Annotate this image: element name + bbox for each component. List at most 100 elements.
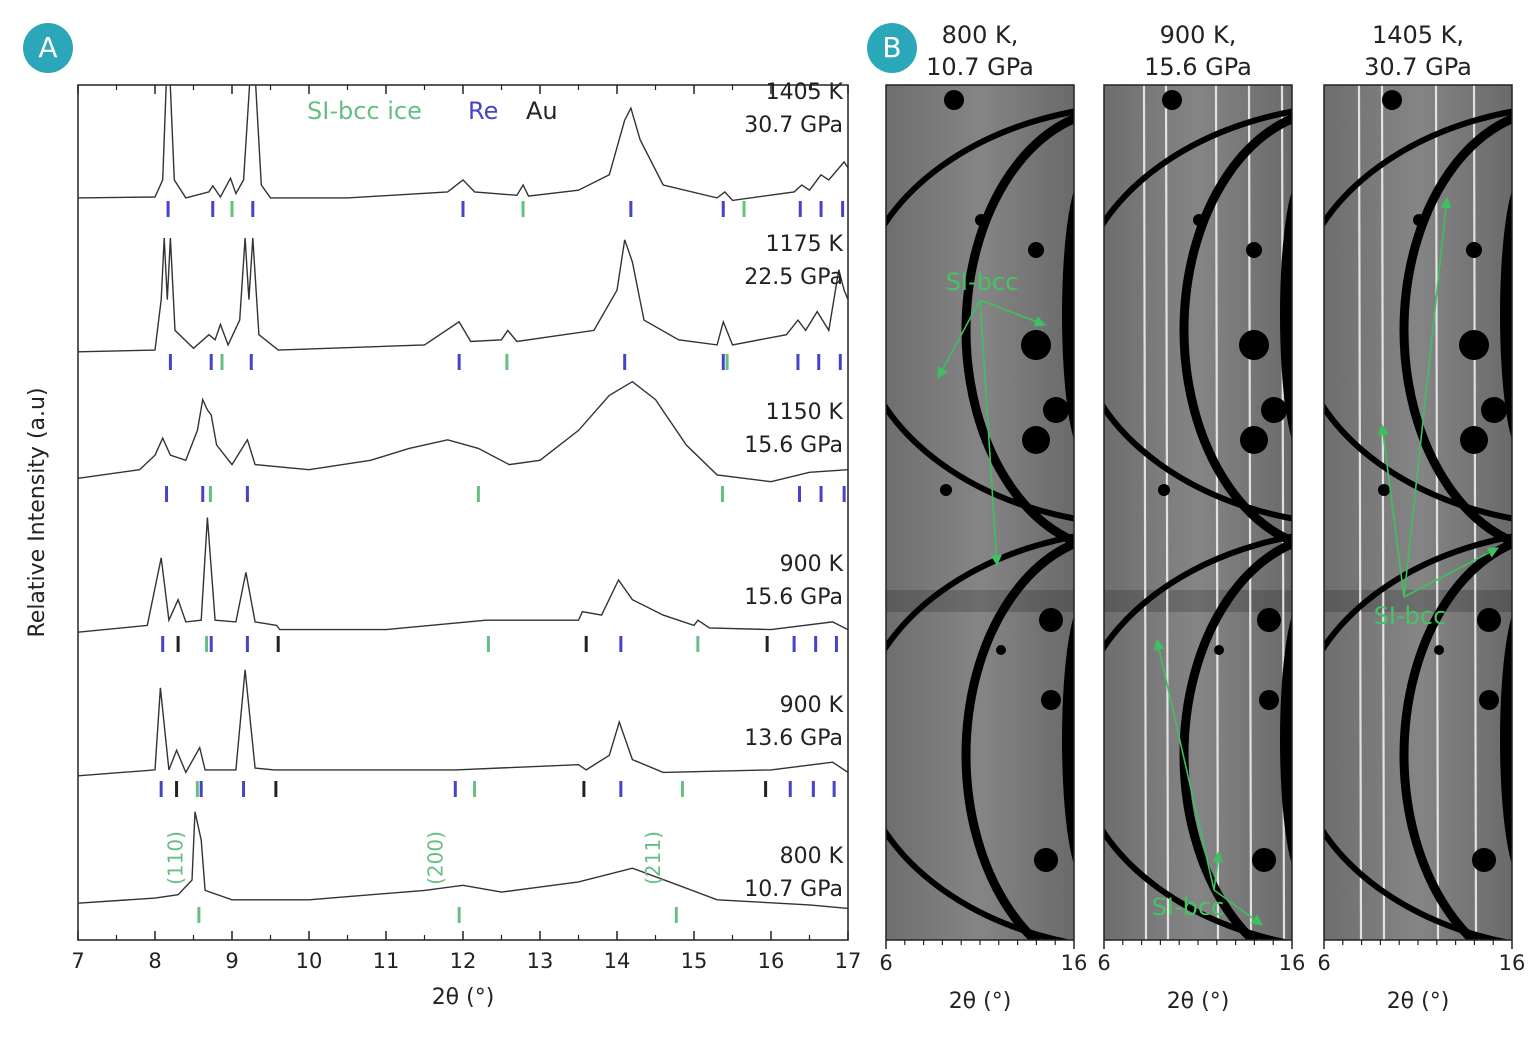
- shadow-arc: [961, 113, 1074, 547]
- x-tick-label: 9: [225, 949, 238, 973]
- image-title: 30.7 GPa: [1364, 53, 1472, 81]
- image-title: 800 K,: [942, 21, 1019, 49]
- beamstop-blob: [1028, 242, 1044, 258]
- edge-shadow: [1062, 190, 1074, 440]
- edge-shadow: [1500, 615, 1512, 865]
- diffraction-curve: [78, 380, 848, 483]
- temperature-label: 1175 K: [766, 232, 844, 257]
- beamstop-blob: [1257, 608, 1281, 632]
- detector-band: [1104, 590, 1292, 612]
- diffraction-curve: [78, 669, 848, 777]
- temperature-label: 1150 K: [766, 400, 844, 425]
- beamstop-blob: [1034, 848, 1058, 872]
- beamstop-blob: [1460, 426, 1488, 454]
- image-title: 15.6 GPa: [1144, 53, 1252, 81]
- annotation-arrow: [1403, 196, 1452, 598]
- miller-index: (200): [424, 831, 448, 885]
- beamstop-blob: [1246, 242, 1262, 258]
- beamstop-blob: [944, 90, 964, 110]
- beamstop-blob: [1479, 690, 1499, 710]
- beamstop-blob: [1240, 426, 1268, 454]
- annotation-arrow: [1212, 850, 1224, 891]
- beamstop-blob: [1162, 90, 1182, 110]
- edge-shadow: [1280, 615, 1292, 865]
- x-tick-label: 6: [879, 951, 892, 975]
- detector-band: [886, 590, 1074, 612]
- temperature-label: 800 K: [780, 844, 844, 869]
- detector-image: [1104, 85, 1292, 940]
- miller-index: (211): [641, 831, 665, 885]
- beamstop-blob: [1466, 242, 1482, 258]
- beamstop-blob: [1158, 484, 1170, 496]
- legend-entry: Au: [526, 97, 558, 125]
- shadow-arc: [1179, 113, 1292, 547]
- beamstop-blob: [1252, 848, 1276, 872]
- panel-label: B: [882, 31, 901, 64]
- panel-badge: [23, 23, 73, 73]
- diffraction-curve: [78, 517, 848, 633]
- diffraction-curve: [78, 85, 848, 202]
- powder-line: [1357, 85, 1363, 940]
- detector-image: [1324, 85, 1512, 940]
- annotation-arrow: [1153, 638, 1215, 891]
- beamstop-blob: [1378, 484, 1390, 496]
- pressure-label: 10.7 GPa: [744, 877, 843, 902]
- beamstop-blob: [1043, 397, 1069, 423]
- pressure-label: 30.7 GPa: [744, 113, 843, 138]
- legend-entry: Re: [468, 97, 498, 125]
- x-tick-label: 10: [296, 949, 323, 973]
- beamstop-blob: [1434, 645, 1444, 655]
- x-axis-label: 2θ (°): [432, 985, 495, 1010]
- x-tick-label: 12: [450, 949, 477, 973]
- pressure-label: 15.6 GPa: [744, 433, 843, 458]
- edge-shadow: [1062, 615, 1074, 865]
- beamstop-blob: [1413, 214, 1425, 226]
- shadow-arc: [961, 538, 1074, 940]
- x-tick-label: 6: [1097, 951, 1110, 975]
- legend-entry: SI-bcc ice: [307, 97, 422, 125]
- temperature-label: 900 K: [780, 552, 844, 577]
- annotation-arrow: [1377, 423, 1405, 598]
- annotation-arrow: [937, 299, 981, 379]
- powder-line: [1164, 85, 1170, 940]
- x-axis-label: 2θ (°): [1387, 989, 1450, 1014]
- shadow-arc: [1399, 113, 1512, 547]
- image-title: 10.7 GPa: [926, 53, 1034, 81]
- beamstop-blob: [1039, 608, 1063, 632]
- powder-line: [1380, 85, 1386, 940]
- annotation: SI-bcc: [946, 268, 1019, 296]
- image-title: 900 K,: [1160, 21, 1237, 49]
- beamstop-blob: [1259, 690, 1279, 710]
- pressure-label: 13.6 GPa: [744, 726, 843, 751]
- annotation-arrow: [1213, 889, 1263, 926]
- image-title: 1405 K,: [1372, 21, 1464, 49]
- x-axis-label: 2θ (°): [949, 989, 1012, 1014]
- panel-label: A: [38, 31, 57, 64]
- edge-shadow: [1500, 190, 1512, 440]
- x-tick-label: 16: [1279, 951, 1306, 975]
- beamstop-blob: [1261, 397, 1287, 423]
- powder-line: [1142, 85, 1148, 940]
- beamstop-blob: [1481, 397, 1507, 423]
- shadow-arc: [1399, 538, 1512, 940]
- beamstop-blob: [1214, 645, 1224, 655]
- powder-line: [1434, 85, 1440, 940]
- beamstop-blob: [1239, 330, 1269, 360]
- x-tick-label: 14: [604, 949, 631, 973]
- beamstop-blob: [1021, 330, 1051, 360]
- temperature-label: 1405 K: [766, 80, 844, 105]
- x-axis-label: 2θ (°): [1167, 989, 1230, 1014]
- diffraction-curve: [78, 811, 848, 910]
- annotation-arrow: [1403, 547, 1499, 598]
- x-tick-label: 13: [527, 949, 554, 973]
- pressure-label: 15.6 GPa: [744, 585, 843, 610]
- beamstop-blob: [1477, 608, 1501, 632]
- diffraction-curve: [78, 237, 848, 353]
- x-tick-label: 16: [758, 949, 785, 973]
- beamstop-blob: [1022, 426, 1050, 454]
- x-tick-label: 16: [1499, 951, 1526, 975]
- beamstop-blob: [1459, 330, 1489, 360]
- x-tick-label: 6: [1317, 951, 1330, 975]
- pressure-label: 22.5 GPa: [744, 265, 843, 290]
